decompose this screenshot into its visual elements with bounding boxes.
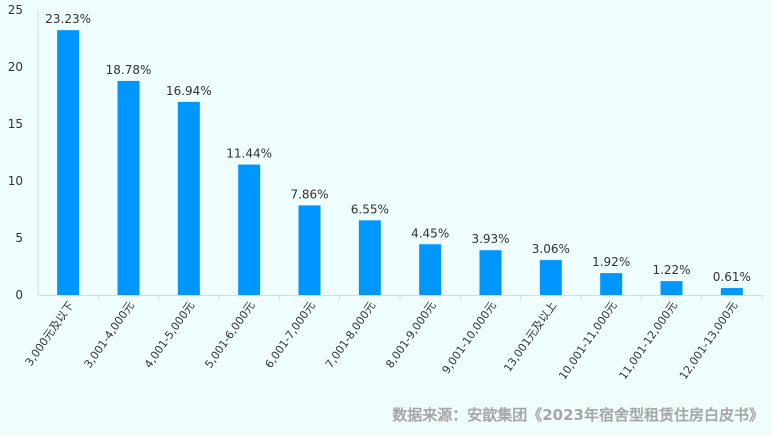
x-tick-label: 13,001元及以上	[501, 299, 559, 374]
data-label: 3.06%	[532, 242, 570, 256]
y-axis: 0 5 10 15 20 25	[8, 3, 39, 302]
data-label: 18.78%	[106, 63, 152, 77]
data-labels: 23.23% 18.78% 16.94% 11.44% 7.86% 6.55% 4.45% 3…	[45, 12, 751, 284]
bar	[600, 273, 623, 295]
x-tick-label: 7,001-8,000元	[323, 299, 378, 370]
bar	[57, 30, 80, 295]
y-tick-label: 10	[8, 174, 23, 188]
x-tick-label: 6,001-7,000元	[263, 299, 318, 370]
data-label: 7.86%	[290, 187, 328, 201]
bar	[238, 164, 261, 295]
data-label: 16.94%	[166, 84, 212, 98]
source-note: 数据来源：安歆集团《2023年宿舍型租赁住房白皮书》	[392, 406, 764, 424]
y-tick-label: 0	[15, 288, 23, 302]
data-label: 0.61%	[713, 270, 751, 284]
x-tick-label: 5,001-6,000元	[202, 299, 257, 370]
bar	[720, 288, 743, 295]
x-tick-label: 9,001-10,000元	[440, 299, 499, 376]
x-tick-label: 3,000元及以下	[23, 299, 77, 368]
x-tick-label: 11,001-12,000元	[617, 299, 680, 382]
data-label: 6.55%	[351, 202, 389, 216]
y-tick-label: 20	[8, 60, 23, 74]
x-tick-label: 8,001-9,000元	[383, 299, 438, 370]
bar	[117, 80, 140, 296]
bar	[298, 205, 321, 295]
bar	[660, 281, 683, 295]
y-tick-label: 5	[15, 231, 23, 245]
y-tick-label: 15	[8, 117, 23, 131]
data-label: 1.22%	[652, 263, 690, 277]
data-label: 1.92%	[592, 255, 630, 269]
x-tick-label: 4,001-5,000元	[142, 299, 197, 370]
bar	[358, 220, 381, 295]
x-axis: 3,000元及以下 3,001-4,000元 4,001-5,000元 5,001-6…	[23, 295, 763, 382]
x-tick-label: 12,001-13,000元	[677, 299, 740, 382]
x-tick-label: 10,001-11,000元	[556, 299, 619, 382]
bar	[177, 101, 200, 295]
y-tick-label: 25	[8, 3, 23, 17]
data-label: 3.93%	[471, 232, 509, 246]
data-label: 23.23%	[45, 12, 91, 26]
bar	[419, 244, 442, 295]
bars	[57, 30, 743, 296]
x-tick-label: 3,001-4,000元	[82, 299, 137, 370]
data-label: 4.45%	[411, 226, 449, 240]
data-label: 11.44%	[226, 147, 272, 161]
bar	[539, 260, 562, 295]
bar	[479, 250, 502, 295]
